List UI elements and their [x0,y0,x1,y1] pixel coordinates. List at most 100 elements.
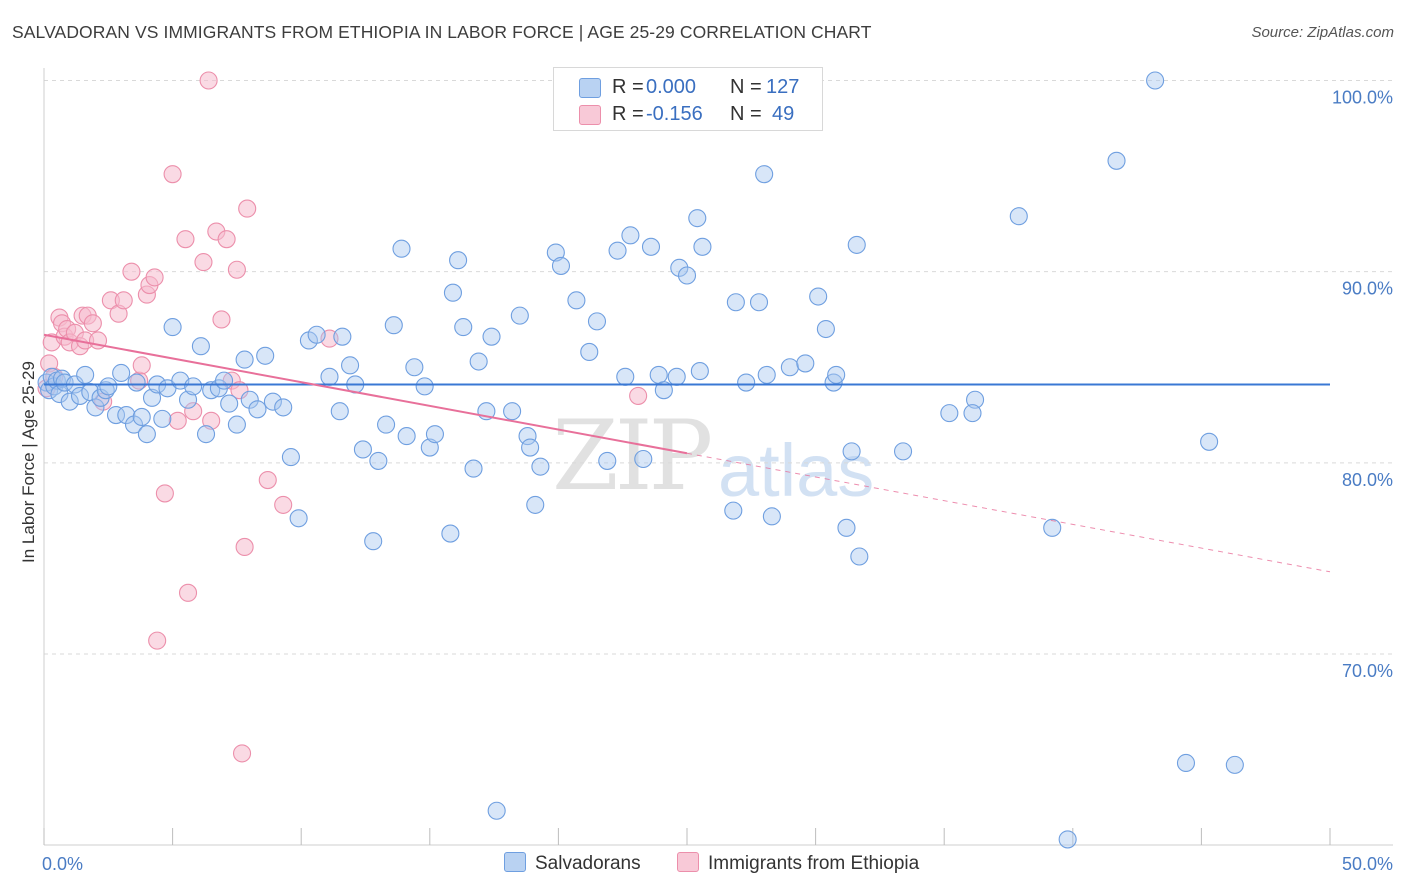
ethiopia-point [202,411,221,430]
x-tick-label-min: 0.0% [42,854,83,874]
watermark-atlas: atlas [718,429,875,512]
ethiopia-point [163,165,182,184]
pink-swatch-icon [677,852,699,872]
salvadoran-point [227,415,246,434]
ethiopia-point [148,631,167,650]
ethiopia-point [217,230,236,249]
salvadoran-point [940,404,959,423]
salvadoran-point [1146,71,1165,90]
salvadoran-point [281,448,300,467]
salvadoran-point [449,251,468,270]
ethiopia-point [155,484,174,503]
salvadoran-point [184,377,203,396]
salvadoran-point [320,367,339,386]
salvadoran-point [1176,753,1196,773]
ethiopia-point [258,470,277,490]
salvadoran-point [850,547,869,566]
salvadoran-point [415,377,434,396]
salvadoran-point [667,367,686,386]
salvadoran-point [526,495,545,514]
salvadoran-point [443,283,462,302]
salvadoran-point [142,388,162,407]
ethiopia-trend-line [43,333,688,455]
salvadoran-point [587,312,607,331]
ethiopia-point [227,260,246,279]
salvadoran-point [482,327,501,346]
legend-row-salvadorans: R = 0.000 N = 127 [554,74,822,102]
legend-row-ethiopia: R = -0.156 N = 49 [554,101,822,129]
salvadoran-point [893,442,913,461]
salvadoran-point [392,239,411,258]
salvadoran-point [137,425,156,444]
salvadoran-point [726,293,745,312]
salvadoran-point [469,352,488,371]
salvadoran-point [649,365,668,384]
ethiopia-point [274,495,293,514]
ethiopia-point [235,537,254,556]
salvadoran-point [353,440,372,459]
salvadoran-point [132,407,151,427]
salvadoran-point [621,226,640,245]
salvadoran-point [616,367,635,386]
ethiopia-trend-extension [686,452,1331,573]
correlation-legend: R = 0.000 N = 127 R = -0.156 N = 49 [553,67,823,131]
salvadoran-point [1200,432,1219,451]
salvadoran-point [755,165,774,184]
salvadoran-point [307,325,326,344]
ethiopia-point [232,744,252,763]
y-tick-label: 70.0% [1342,661,1393,681]
salvadoran-point [420,438,439,457]
y-axis-title: In Labor Force | Age 25-29 [19,361,38,563]
salvadoran-point [567,291,586,310]
salvadoran-point [117,405,136,425]
y-tick-label: 90.0% [1342,279,1393,299]
salvadoran-point [240,390,259,409]
salvadoran-point [641,237,661,256]
n-value: 127 [766,76,800,98]
legend-label: Salvadorans [535,853,641,874]
salvadoran-point [757,365,776,384]
n-label: N = [730,76,762,98]
ethiopia-point [178,583,198,602]
salvadoran-point [127,373,146,392]
salvadoran-point [377,415,396,434]
salvadoran-point [847,235,866,254]
salvadoran-point [551,256,571,275]
r-label: R = [612,103,644,125]
salvadoran-point [397,427,416,446]
salvadoran-point [364,532,383,551]
salvadoran-point [124,415,144,434]
ethiopia-point [199,71,218,90]
salvadoran-point [1107,151,1126,170]
salvadoran-point [60,392,79,411]
y-tick-label: 100.0% [1332,88,1393,108]
salvadoran-point [153,409,172,428]
salvadoran-point [688,209,707,228]
source-credit: Source: ZipAtlas.com [1251,24,1394,41]
salvadoran-point [369,451,388,470]
pink-swatch-icon [579,105,601,125]
salvadoran-point [50,384,69,404]
salvadoran-point [634,449,653,469]
salvadoran-point [214,371,234,390]
salvadoran-point [693,237,712,256]
salvadoran-point [464,459,483,478]
ethiopia-point [194,253,213,272]
salvadoran-point [837,518,856,537]
salvadoran-point [654,381,673,400]
legend-item-salvadorans[interactable]: Salvadorans [504,852,641,875]
legend-item-ethiopia[interactable]: Immigrants from Ethiopia [677,852,919,875]
n-label: N = [730,103,762,125]
axes [43,68,1393,846]
salvadoran-point [76,365,95,384]
x-tick-label-max: 50.0% [1342,854,1393,874]
salvadoran-point [454,318,473,337]
salvadoran-point [405,358,424,377]
blue-swatch-icon [579,78,601,98]
salvadoran-point [248,400,267,419]
y-tick-label: 80.0% [1342,470,1393,490]
n-value: 49 [772,103,795,125]
salvadoran-point [608,241,627,260]
ethiopia-point [238,199,257,218]
trend-lines [43,333,1331,573]
